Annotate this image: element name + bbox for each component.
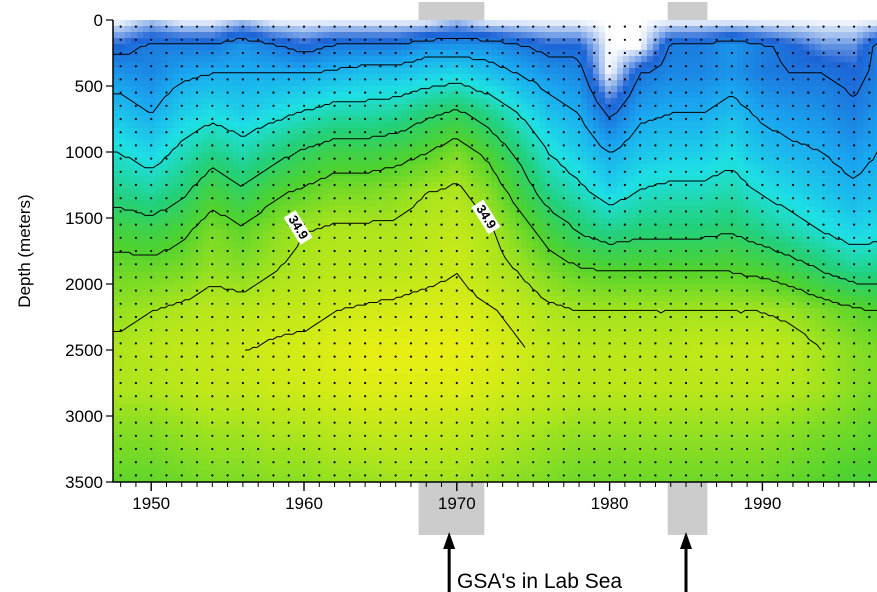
contour-line-5: [113, 138, 877, 311]
y-tick-label-3000: 3000: [65, 407, 103, 426]
contour-line-4: [113, 109, 877, 285]
y-tick-label-1500: 1500: [65, 209, 103, 228]
contour-line-1: [113, 38, 877, 119]
gsa-annotation-text: GSA's in Lab Sea: [457, 570, 622, 592]
gsa-arrow-2: [680, 532, 692, 592]
y-axis-title: Depth (meters): [15, 194, 34, 307]
x-tick-label-1950: 1950: [132, 494, 170, 513]
x-tick-label-1960: 1960: [285, 494, 323, 513]
y-tick-label-2500: 2500: [65, 341, 103, 360]
x-tick-label-1970: 1970: [438, 494, 476, 513]
y-tick-label-2000: 2000: [65, 275, 103, 294]
y-tick-label-3500: 3500: [65, 473, 103, 492]
contour-line-7: [245, 272, 526, 351]
contour-line-3: [113, 82, 877, 245]
x-axis-ticks: 1950 1960 1970 1980 1990: [120, 482, 870, 513]
gsa-annotation: GSA's in Lab Sea: [443, 532, 692, 592]
y-tick-label-1000: 1000: [65, 143, 103, 162]
x-tick-label-1990: 1990: [743, 494, 781, 513]
contour-line-6: [113, 183, 822, 351]
y-axis-ticks: 0 500 1000 1500 2000 2500 3000 3500: [65, 11, 113, 492]
x-tick-label-1980: 1980: [591, 494, 629, 513]
y-tick-label-500: 500: [75, 77, 103, 96]
contour-line-2: [113, 56, 877, 179]
axes: [112, 20, 877, 483]
gsa-arrow-1: [443, 532, 456, 592]
y-tick-label-0: 0: [94, 11, 103, 30]
contour-lines: [113, 38, 877, 351]
station-dots: [119, 25, 871, 477]
